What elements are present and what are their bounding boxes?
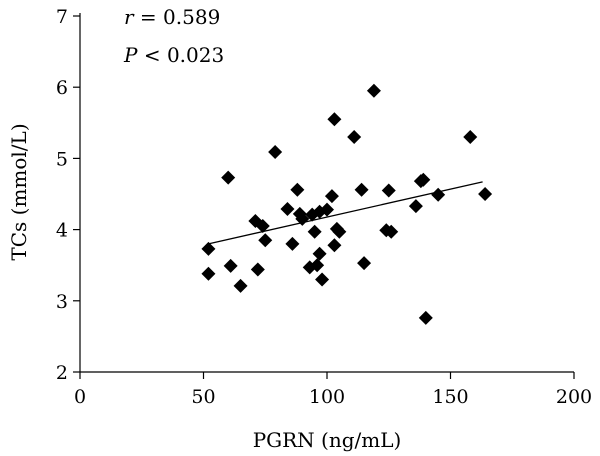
data-point <box>463 130 478 145</box>
x-tick-label: 50 <box>191 386 215 408</box>
data-point <box>416 172 431 187</box>
data-point <box>310 258 325 273</box>
data-point <box>268 144 283 159</box>
y-tick-label: 2 <box>56 362 68 384</box>
data-point <box>233 278 248 293</box>
data-point <box>201 266 216 281</box>
data-point <box>381 183 396 198</box>
data-point <box>327 112 342 127</box>
data-point <box>332 224 347 239</box>
x-axis-title: PGRN (ng/mL) <box>253 428 402 452</box>
p-value-value: < 0.023 <box>137 43 224 67</box>
correlation-value: = 0.589 <box>134 5 221 29</box>
data-point <box>384 224 399 239</box>
y-axis-ticks: 2 3 4 5 6 7 <box>56 6 80 384</box>
data-point <box>221 170 236 185</box>
data-point <box>418 310 433 325</box>
data-point <box>315 272 330 287</box>
p-value-annotation: P < 0.023 <box>123 43 224 67</box>
p-value-symbol: P <box>123 43 138 67</box>
data-point <box>280 201 295 216</box>
data-point <box>347 130 362 145</box>
data-point <box>255 219 270 234</box>
data-point <box>478 187 493 201</box>
data-point <box>320 202 334 217</box>
data-point <box>354 182 369 197</box>
data-point <box>285 236 300 251</box>
x-axis-ticks: 0 50 100 150 200 <box>74 372 592 408</box>
y-tick-label: 7 <box>56 6 68 28</box>
data-point <box>327 238 342 253</box>
correlation-symbol: r <box>124 5 135 29</box>
data-point <box>201 241 216 256</box>
data-point <box>357 256 372 271</box>
data-point <box>258 233 273 248</box>
data-point <box>408 199 423 214</box>
data-point <box>223 258 238 273</box>
data-point <box>431 187 446 202</box>
y-tick-label: 6 <box>56 77 68 99</box>
x-tick-label: 150 <box>432 386 468 408</box>
y-tick-label: 5 <box>56 148 68 170</box>
y-tick-label: 4 <box>56 220 68 242</box>
data-point <box>366 83 381 98</box>
data-point <box>312 246 327 261</box>
data-point <box>295 211 310 226</box>
y-tick-label: 3 <box>56 291 68 313</box>
data-point <box>324 189 339 204</box>
data-point <box>307 224 322 239</box>
data-points <box>201 83 493 325</box>
data-point <box>250 262 265 277</box>
data-point <box>290 182 305 197</box>
x-tick-label: 100 <box>309 386 345 408</box>
correlation-annotation: r = 0.589 <box>124 5 220 29</box>
x-tick-label: 200 <box>556 386 592 408</box>
y-axis-title: TCs (mmol/L) <box>7 123 31 260</box>
x-tick-label: 0 <box>74 386 86 408</box>
